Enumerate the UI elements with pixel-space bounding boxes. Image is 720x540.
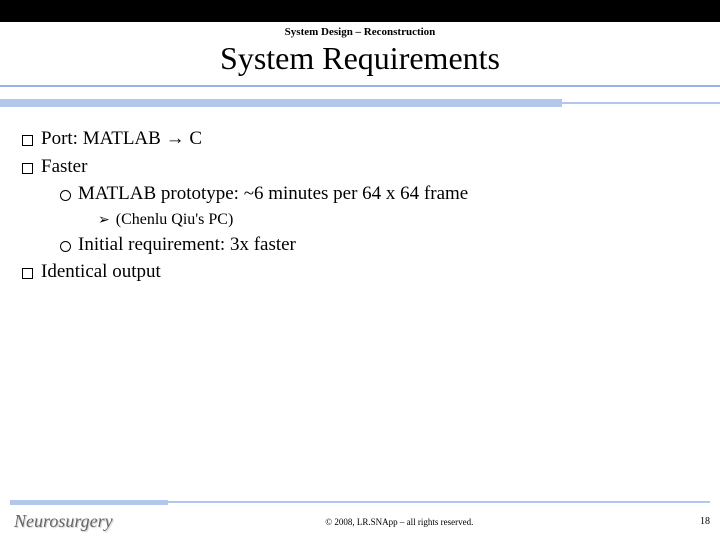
page-title: System Requirements (0, 40, 720, 77)
chevron-bullet-icon: ➢ (98, 211, 110, 231)
bullet-text: (Chenlu Qiu's PC) (116, 208, 234, 231)
logo: Neurosurgery (14, 511, 113, 532)
bullet-identical: Identical output (22, 258, 698, 286)
square-bullet-icon (22, 163, 33, 174)
divider-accent (0, 95, 720, 111)
bullet-initial-req: Initial requirement: 3x faster (60, 231, 698, 259)
top-bar (0, 0, 720, 22)
circle-bullet-icon (60, 190, 71, 201)
square-bullet-icon (22, 135, 33, 146)
bullet-chenlu: ➢ (Chenlu Qiu's PC) (98, 208, 698, 231)
page-number: 18 (686, 516, 710, 527)
circle-bullet-icon (60, 241, 71, 252)
divider-top (0, 85, 720, 87)
bullet-faster: Faster (22, 153, 698, 181)
bullet-text: Identical output (41, 258, 161, 286)
header: System Design – Reconstruction System Re… (0, 22, 720, 79)
bullet-text: Port: MATLAB → C (41, 125, 202, 153)
square-bullet-icon (22, 268, 33, 279)
bullet-text: Faster (41, 153, 87, 181)
content-area: Port: MATLAB → C Faster MATLAB prototype… (0, 111, 720, 286)
bullet-matlab-proto: MATLAB prototype: ~6 minutes per 64 x 64… (60, 180, 698, 208)
bullet-text: Initial requirement: 3x faster (78, 231, 296, 259)
bullet-port: Port: MATLAB → C (22, 125, 698, 153)
bullet-text: MATLAB prototype: ~6 minutes per 64 x 64… (78, 180, 468, 208)
footer-divider (0, 497, 720, 507)
breadcrumb: System Design – Reconstruction (0, 26, 720, 38)
footer: Neurosurgery © 2008, LR.SNApp – all righ… (0, 497, 720, 540)
copyright: © 2008, LR.SNApp – all rights reserved. (113, 517, 686, 527)
